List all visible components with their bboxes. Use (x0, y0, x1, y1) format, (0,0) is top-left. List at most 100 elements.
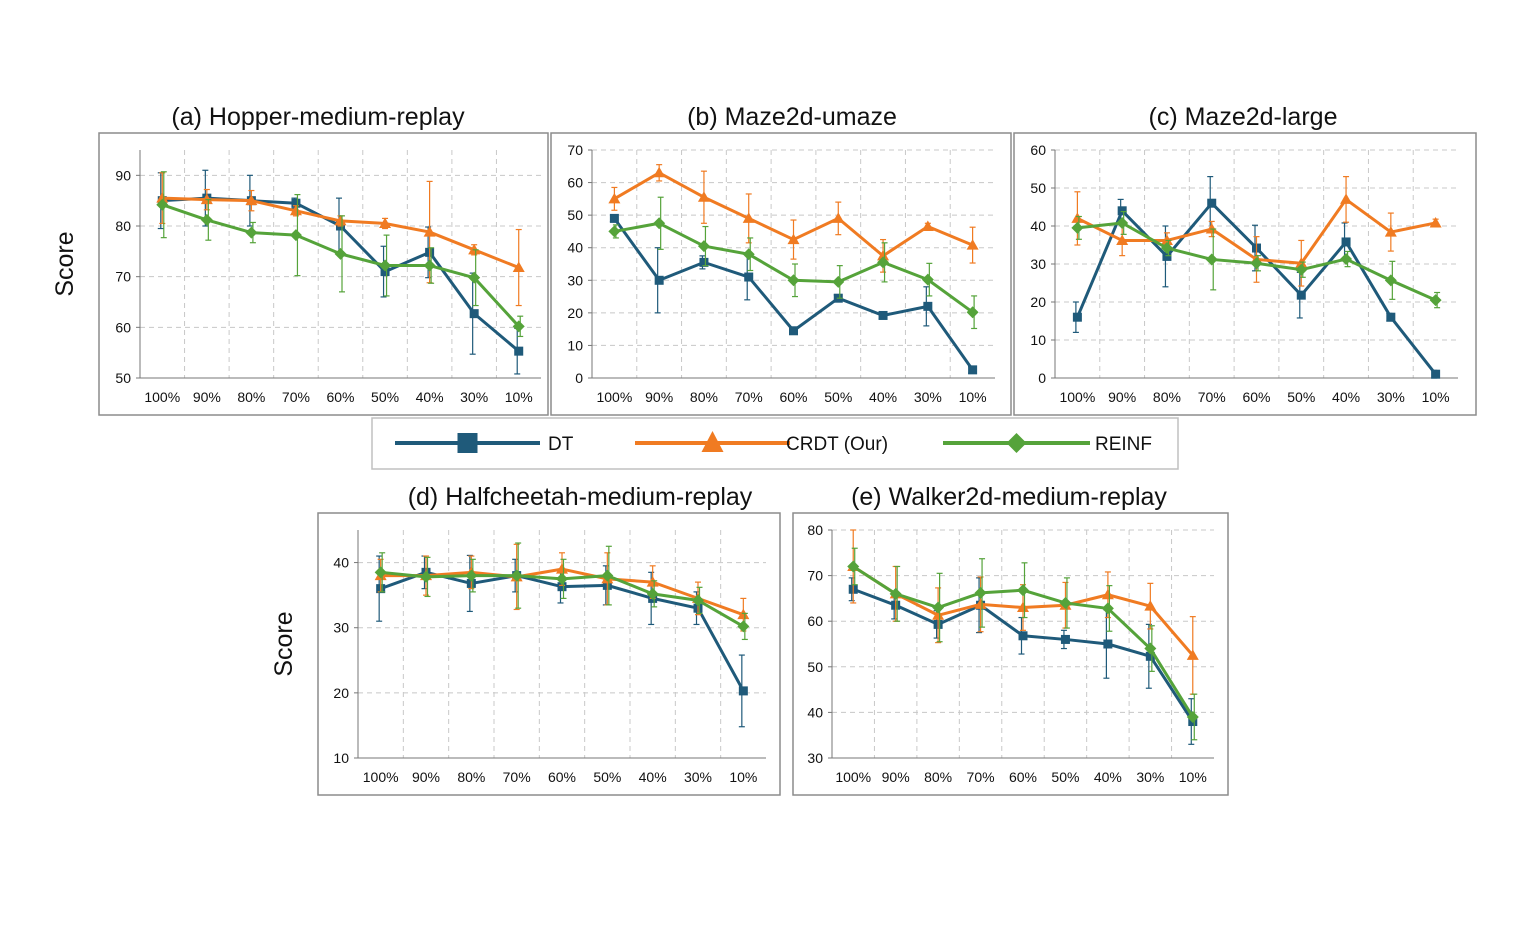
data-point (380, 267, 390, 277)
series-crdt (847, 529, 1199, 695)
chart-title: (d) Halfcheetah-medium-replay (408, 483, 753, 511)
x-tick-label: 70% (735, 389, 763, 405)
panel-frame (317, 512, 781, 796)
legend: DT CRDT (Our) REINF (371, 417, 1179, 470)
data-point (787, 274, 800, 287)
data-point (1341, 237, 1351, 247)
data-point (1103, 639, 1113, 649)
data-point (968, 365, 978, 375)
data-point (1205, 223, 1218, 234)
y-tick-label: 70 (567, 142, 583, 158)
x-tick-label: 60% (548, 769, 576, 785)
data-point (556, 572, 568, 585)
y-tick-label: 10 (567, 337, 583, 353)
x-tick-label: 60% (326, 389, 354, 405)
data-point (1431, 369, 1441, 379)
y-tick-label: 20 (333, 685, 349, 701)
legend-item-crdt: CRDT (Our) (635, 431, 888, 455)
data-point (289, 204, 302, 216)
data-point (1117, 206, 1127, 216)
y-tick-label: 90 (115, 167, 131, 183)
panel-frame (792, 512, 1229, 796)
data-point (742, 212, 755, 223)
y-tick-label: 20 (567, 305, 583, 321)
data-point (1101, 588, 1114, 600)
y-tick-label: 40 (807, 704, 823, 720)
y-axis-label: Score (51, 231, 79, 296)
data-point (878, 310, 888, 320)
x-tick-label: 90% (882, 769, 910, 785)
panel-frame (550, 132, 1012, 416)
data-point (514, 346, 524, 356)
data-point (468, 271, 481, 284)
series-reinf (374, 542, 750, 641)
data-point (974, 586, 987, 599)
x-tick-label: 90% (645, 389, 673, 405)
y-tick-label: 50 (1030, 180, 1046, 196)
data-point (608, 225, 621, 238)
x-tick-label: 40% (869, 389, 897, 405)
legend-label: REINF (1095, 434, 1152, 455)
x-tick-label: 40% (1332, 389, 1360, 405)
chart-panel-b: (b) Maze2d-umaze 0 10 20 30 40 50 60 70 100% 90% 80… (550, 103, 1012, 416)
data-point (1018, 631, 1028, 641)
legend-label: DT (548, 434, 574, 455)
x-tick-label: 90% (412, 769, 440, 785)
data-point (1071, 221, 1084, 234)
data-point (1186, 649, 1199, 660)
chart-panel-d: (d) Halfcheetah-medium-replay 10 20 30 40 100… (270, 483, 781, 796)
data-point (832, 212, 845, 223)
data-point (156, 198, 169, 211)
series-reinf (608, 196, 979, 330)
y-tick-label: 80 (807, 522, 823, 538)
data-point (653, 166, 666, 178)
data-point (1384, 274, 1397, 287)
x-tick-label: 30% (1136, 769, 1164, 785)
x-tick-label: 70% (1198, 389, 1226, 405)
chart-panel-c: (c) Maze2d-large 0 10 20 30 40 50 60 100% 90% 80% 7… (1013, 103, 1477, 416)
data-point (921, 273, 934, 286)
data-point (697, 191, 710, 202)
data-point (932, 609, 945, 620)
data-point (334, 247, 347, 260)
x-tick-label: 50% (593, 769, 621, 785)
data-point (653, 217, 666, 230)
legend-marker (701, 431, 724, 452)
data-point (420, 570, 432, 583)
y-tick-label: 80 (115, 218, 131, 234)
data-point (1340, 253, 1353, 266)
x-tick-label: 30% (914, 389, 942, 405)
data-point (1072, 312, 1082, 322)
data-point (334, 214, 347, 226)
series-crdt (156, 172, 525, 307)
panel-frame (98, 132, 549, 416)
data-point (877, 256, 890, 269)
x-tick-label: 40% (639, 769, 667, 785)
x-tick-label: 10% (1179, 769, 1207, 785)
y-tick-label: 50 (567, 207, 583, 223)
x-tick-label: 70% (282, 389, 310, 405)
data-point (609, 213, 619, 223)
chart-panel-a: (a) Hopper-medium-replay 50 60 70 80 90 100% 90… (51, 103, 549, 416)
data-point (510, 569, 523, 582)
data-point (787, 233, 800, 245)
data-point (932, 601, 945, 614)
data-point (1144, 600, 1157, 611)
data-point (742, 248, 755, 261)
data-point (1205, 253, 1218, 266)
y-tick-label: 30 (807, 750, 823, 766)
data-point (1017, 601, 1029, 613)
data-point (379, 217, 392, 228)
data-point (877, 249, 890, 261)
x-tick-label: 10% (1422, 389, 1450, 405)
data-point (744, 272, 754, 282)
y-tick-label: 0 (575, 370, 583, 386)
x-tick-label: 100% (1059, 389, 1095, 405)
data-point (1429, 216, 1442, 228)
series-reinf (156, 171, 525, 338)
data-point (1429, 294, 1442, 307)
data-point (699, 257, 709, 267)
y-axis-label: Score (270, 611, 298, 676)
data-point (697, 240, 710, 253)
